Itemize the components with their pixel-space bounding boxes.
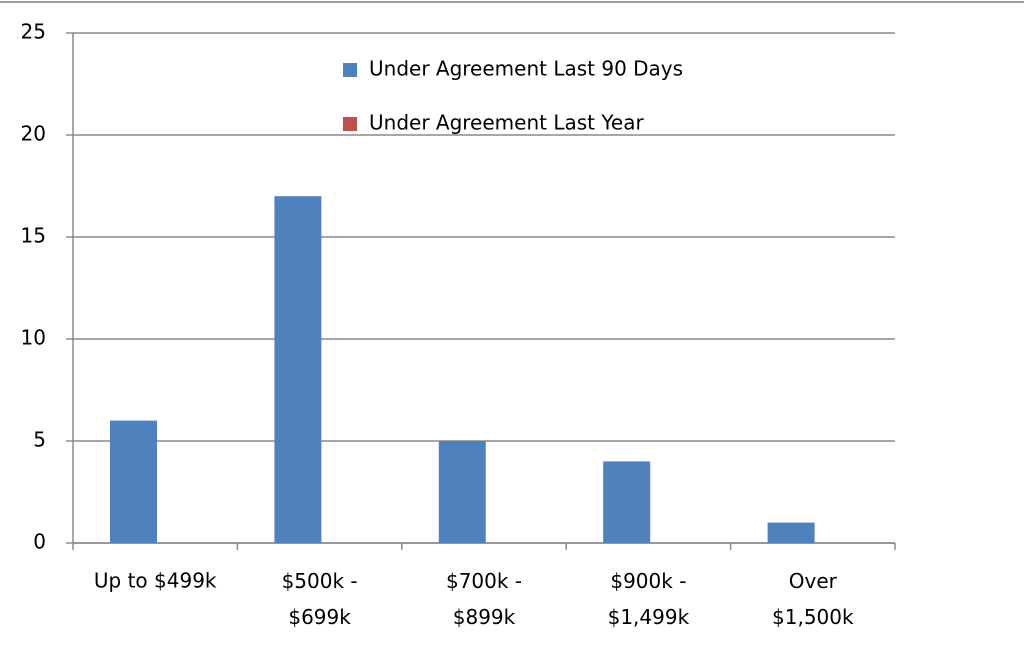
y-tick-label: 5 [33,428,46,452]
x-tick-label: $500k -$699k [282,569,358,629]
bar [438,441,486,543]
bar [603,461,651,543]
bar [767,522,815,543]
legend-swatch [343,63,357,77]
y-tick-label: 25 [21,20,46,44]
legend-label: Under Agreement Last Year [369,111,644,135]
y-tick-label: 10 [21,326,46,350]
x-tick-label: $900k -$1,499k [608,569,690,629]
y-tick-label: 15 [21,224,46,248]
y-tick-label: 20 [21,122,46,146]
legend-swatch [343,117,357,131]
bar [274,196,322,543]
legend-label: Under Agreement Last 90 Days [369,57,683,81]
x-tick-label: $700k -$899k [446,569,522,629]
bar [110,420,157,543]
x-tick-label: Over $1,500k [772,569,854,629]
y-tick-label: 0 [33,530,46,554]
x-tick-label: Up to $499k [94,569,217,593]
